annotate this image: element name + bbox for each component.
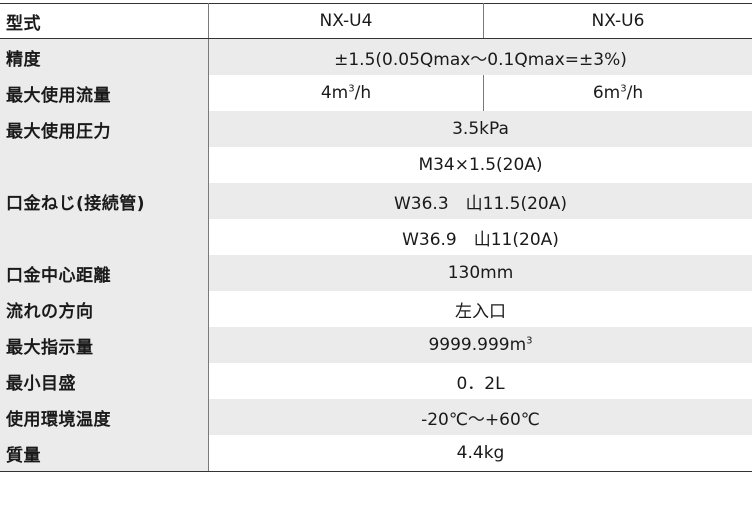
label-temperature: 使用環境温度 — [0, 399, 209, 435]
row-thread-1: 口金ねじ(接続管) M34×1.5(20A) — [0, 147, 752, 255]
accuracy-value: ±1.5(0.05Qmax～0.1Qmax=±3%) — [208, 38, 752, 75]
max-flow-a-sup: 3 — [348, 83, 355, 95]
label-center-distance: 口金中心距離 — [0, 255, 209, 291]
temperature-value: -20℃～+60℃ — [208, 399, 752, 435]
row-min-scale: 最小目盛 0．2L — [0, 363, 752, 399]
row-mass: 質量 4.4kg — [0, 435, 752, 472]
mass-value: 4.4kg — [208, 435, 752, 472]
label-min-scale: 最小目盛 — [0, 363, 209, 399]
row-temperature: 使用環境温度 -20℃～+60℃ — [0, 399, 752, 435]
label-max-reading: 最大指示量 — [0, 327, 209, 363]
max-flow-b-base: 6m — [592, 83, 621, 103]
row-thread-2: W36.3 山11.5(20A) — [0, 183, 752, 219]
max-flow-nx-u4: 4m3/h — [208, 75, 484, 111]
label-max-pressure: 最大使用圧力 — [0, 111, 209, 147]
label-model: 型式 — [0, 3, 209, 39]
max-flow-b-tail: /h — [626, 83, 644, 103]
max-flow-a-tail: /h — [354, 83, 372, 103]
max-reading-value: 9999.999m3 — [208, 327, 752, 363]
thread-value-2: W36.3 山11.5(20A) — [208, 183, 752, 219]
min-scale-value: 0．2L — [208, 363, 752, 399]
model-nx-u4: NX-U4 — [208, 3, 484, 39]
max-pressure-value: 3.5kPa — [208, 111, 752, 147]
row-thread-3: W36.9 山11(20A) — [0, 219, 752, 255]
label-max-flow: 最大使用流量 — [0, 75, 209, 111]
thread-value-1: M34×1.5(20A) — [208, 147, 752, 183]
row-direction: 流れの方向 左入口 — [0, 291, 752, 327]
model-nx-u6: NX-U6 — [483, 3, 752, 39]
label-accuracy: 精度 — [0, 38, 209, 75]
max-flow-nx-u6: 6m3/h — [483, 75, 752, 111]
direction-value: 左入口 — [208, 291, 752, 327]
row-center-distance: 口金中心距離 130mm — [0, 255, 752, 291]
row-max-reading: 最大指示量 9999.999m3 — [0, 327, 752, 363]
spec-table: 型式 NX-U4 NX-U6 精度 ±1.5(0.05Qmax～0.1Qmax=… — [0, 3, 752, 472]
max-reading-sup: 3 — [526, 335, 533, 347]
center-distance-value: 130mm — [208, 255, 752, 291]
max-flow-b-sup: 3 — [620, 83, 627, 95]
row-max-pressure: 最大使用圧力 3.5kPa — [0, 111, 752, 147]
label-direction: 流れの方向 — [0, 291, 209, 327]
row-max-flow: 最大使用流量 4m3/h 6m3/h — [0, 75, 752, 111]
row-accuracy: 精度 ±1.5(0.05Qmax～0.1Qmax=±3%) — [0, 38, 752, 75]
thread-value-3: W36.9 山11(20A) — [208, 219, 752, 255]
max-reading-base: 9999.999m — [428, 335, 527, 355]
label-mass: 質量 — [0, 435, 209, 472]
row-model: 型式 NX-U4 NX-U6 — [0, 3, 752, 39]
max-flow-a-base: 4m — [320, 83, 349, 103]
label-thread: 口金ねじ(接続管) — [0, 147, 209, 255]
